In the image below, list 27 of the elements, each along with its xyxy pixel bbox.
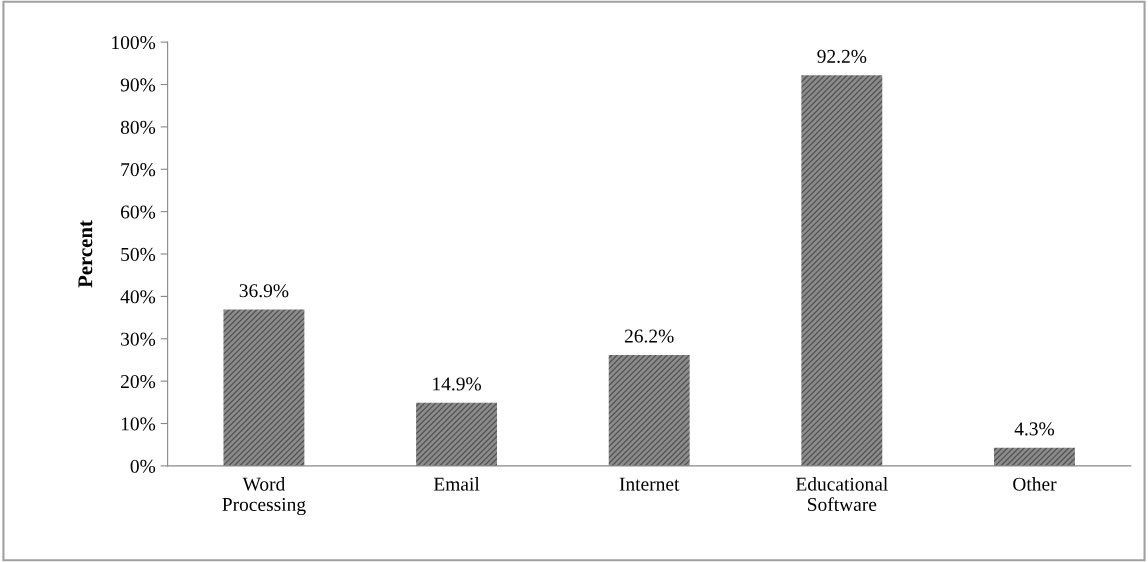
y-tick-label: 20%: [121, 374, 156, 389]
y-tick-label: 0%: [130, 459, 156, 473]
x-tick-label: Other: [1013, 477, 1057, 491]
y-tick-label: 40%: [120, 290, 156, 304]
y-tick-label: 50%: [121, 247, 156, 262]
y-tick-label: 60%: [121, 205, 156, 219]
y-tick-label: 70%: [121, 163, 156, 177]
data-label: 4.3%: [1014, 422, 1055, 436]
bar: [994, 447, 1075, 466]
y-tick-label: 100%: [112, 35, 156, 50]
x-tick-label: Word Processing: [222, 477, 306, 516]
bar: [801, 75, 883, 466]
data-label: 36.9%: [239, 284, 289, 298]
data-label: 14.9%: [433, 377, 482, 391]
bar: [416, 402, 498, 466]
x-tick-label: Email: [433, 477, 480, 491]
bar: [608, 354, 690, 466]
y-axis-title: Percent: [78, 220, 93, 288]
bar: [223, 309, 305, 466]
x-tick-label: Internet: [619, 477, 680, 491]
y-tick-label: 30%: [121, 332, 156, 346]
y-tick-label: 80%: [120, 120, 156, 134]
y-tick-label: 10%: [121, 417, 156, 431]
data-label: 26.2%: [624, 329, 674, 343]
y-tick-label: 90%: [120, 78, 156, 92]
data-label: 92.2%: [817, 49, 867, 63]
x-tick-label: Educational Software: [795, 477, 888, 512]
